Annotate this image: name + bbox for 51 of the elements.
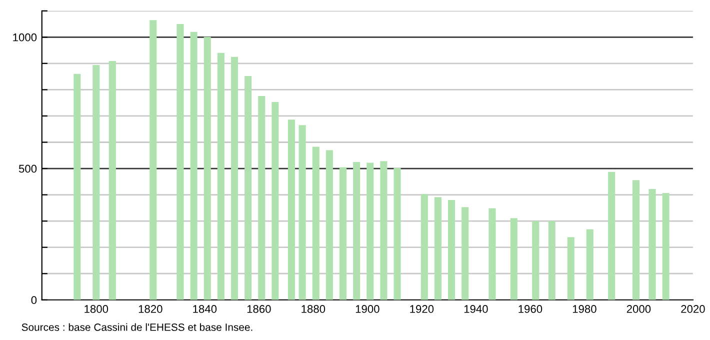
bar [586,229,594,300]
bar [176,24,184,300]
bar [244,76,252,300]
bar [204,36,211,300]
bar [448,200,456,300]
bar [366,162,374,300]
bar [567,237,574,300]
x-tick-label: 1840 [193,305,217,313]
x-tick-label: 1920 [410,305,434,313]
x-tick-label: 1940 [464,305,488,313]
bar [190,32,198,300]
bar [608,172,616,300]
x-tick-label: 1880 [302,305,326,313]
bar [326,150,333,300]
x-tick-label: 1820 [138,305,162,313]
x-tick-label: 1980 [572,305,596,313]
y-tick-label: 1000 [13,33,37,42]
bar [420,194,428,300]
bar [339,167,347,300]
x-tick-label: 1800 [84,305,108,313]
bar [74,74,81,300]
bar [510,218,518,300]
bar [488,208,496,300]
bar [92,65,100,300]
x-tick-label: 1960 [518,305,542,313]
y-tick-label: 0 [31,296,37,304]
x-tick-label: 2020 [681,305,705,313]
bar [648,189,656,300]
source-note: Sources : base Cassini de l'EHESS et base Insee. [22,323,252,331]
bar [548,221,556,300]
bar [662,192,670,300]
y-tick-label: 500 [18,164,37,173]
bar [288,120,295,300]
bar [150,20,157,300]
x-tick-label: 1900 [356,305,380,313]
x-tick-label: 2000 [626,305,651,313]
bar [312,146,320,300]
bar [108,61,116,300]
bar [217,52,224,300]
bar [230,56,238,300]
bar [380,161,388,300]
bar [532,221,540,300]
bar [632,180,640,300]
x-tick-label: 1860 [247,305,271,313]
bar [434,197,442,300]
bar [353,162,360,300]
bar [258,96,266,300]
bar [394,168,401,300]
bar [462,207,469,300]
bar [272,102,279,300]
bar [298,125,306,300]
